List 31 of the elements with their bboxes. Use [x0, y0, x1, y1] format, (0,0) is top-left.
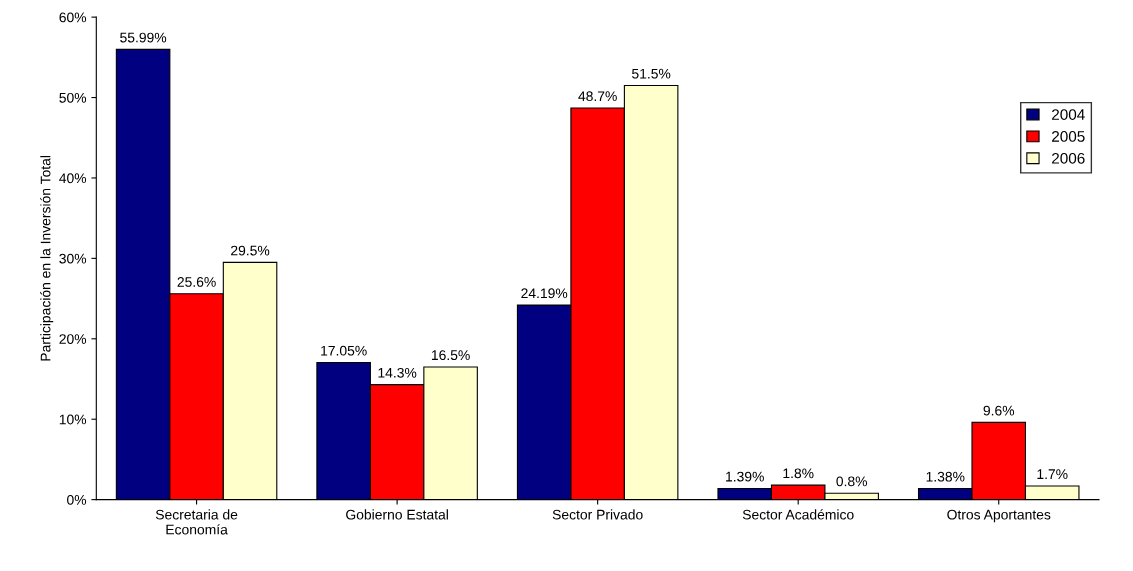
data-label: 25.6%	[177, 277, 216, 287]
data-label: 1.7%	[1037, 469, 1068, 479]
data-label: 1.8%	[783, 468, 814, 479]
y-tick-label: 30%	[59, 253, 87, 264]
data-label: 55.99%	[120, 32, 167, 43]
data-label: 51.5%	[632, 68, 671, 79]
data-label: 9.6%	[983, 405, 1015, 416]
data-label: 29.5%	[231, 245, 270, 256]
x-tick-label: Secretaria de Economía	[155, 509, 238, 535]
y-tick-label: 0%	[67, 494, 87, 505]
data-label: 24.19%	[521, 288, 568, 299]
x-tick-label: Sector Privado	[552, 509, 643, 520]
data-label: 1.38%	[926, 471, 965, 482]
data-label: 0.8%	[836, 476, 868, 487]
x-tick-label: Otros Aportantes	[947, 509, 1051, 523]
data-label: 17.05%	[321, 345, 367, 356]
x-tick-label: Sector Académico	[742, 509, 854, 520]
legend-label: 2005	[1052, 131, 1085, 142]
y-tick-label: 10%	[59, 414, 87, 425]
legend-label: 2006	[1052, 152, 1085, 164]
y-tick-label: 20%	[59, 334, 87, 344]
data-label: 1.39%	[726, 471, 764, 482]
data-label: 14.3%	[378, 367, 417, 378]
legend-label: 2004	[1052, 109, 1085, 120]
y-tick-label: 40%	[59, 173, 87, 184]
y-tick-label: 60%	[59, 12, 87, 23]
data-label: 48.7%	[578, 91, 617, 102]
x-tick-label: Gobierno Estatal	[346, 509, 448, 520]
data-label: 16.5%	[431, 350, 470, 361]
y-axis-title: Participación en la Inversión Total	[40, 155, 54, 361]
y-tick-label: 50%	[59, 92, 87, 103]
